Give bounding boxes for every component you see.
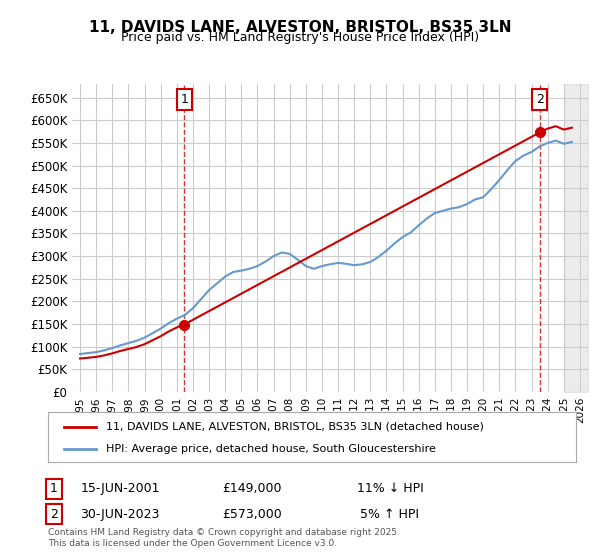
Text: 1: 1	[50, 482, 58, 496]
Text: 11% ↓ HPI: 11% ↓ HPI	[356, 482, 424, 496]
Text: 11, DAVIDS LANE, ALVESTON, BRISTOL, BS35 3LN (detached house): 11, DAVIDS LANE, ALVESTON, BRISTOL, BS35…	[106, 422, 484, 432]
Text: Price paid vs. HM Land Registry's House Price Index (HPI): Price paid vs. HM Land Registry's House …	[121, 31, 479, 44]
Text: HPI: Average price, detached house, South Gloucestershire: HPI: Average price, detached house, Sout…	[106, 445, 436, 454]
Text: 2: 2	[50, 507, 58, 521]
Text: £149,000: £149,000	[222, 482, 282, 496]
Text: 5% ↑ HPI: 5% ↑ HPI	[361, 507, 419, 521]
Text: 30-JUN-2023: 30-JUN-2023	[80, 507, 160, 521]
Text: £573,000: £573,000	[222, 507, 282, 521]
Text: 15-JUN-2001: 15-JUN-2001	[80, 482, 160, 496]
Text: 1: 1	[180, 93, 188, 106]
Text: 11, DAVIDS LANE, ALVESTON, BRISTOL, BS35 3LN: 11, DAVIDS LANE, ALVESTON, BRISTOL, BS35…	[89, 20, 511, 35]
Text: 2: 2	[536, 93, 544, 106]
Text: Contains HM Land Registry data © Crown copyright and database right 2025.
This d: Contains HM Land Registry data © Crown c…	[48, 528, 400, 548]
